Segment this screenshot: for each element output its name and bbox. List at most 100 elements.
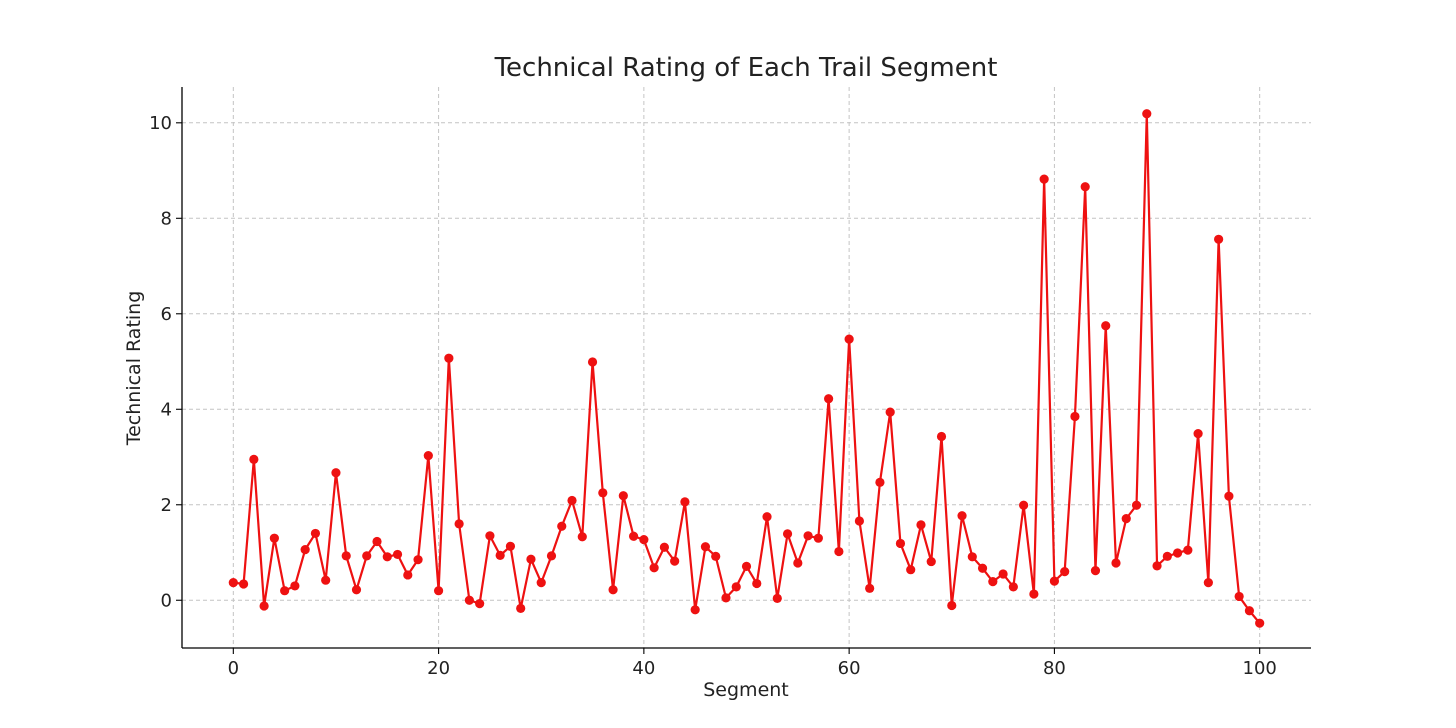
data-point xyxy=(1008,582,1018,592)
data-point xyxy=(977,563,988,573)
data-point xyxy=(536,577,546,588)
data-point xyxy=(423,450,433,461)
data-point xyxy=(1019,500,1029,510)
data-point xyxy=(454,519,464,529)
data-point xyxy=(844,334,854,344)
data-point xyxy=(824,394,834,404)
data-point xyxy=(865,583,875,593)
data-point xyxy=(772,593,782,603)
data-point xyxy=(269,533,279,543)
data-point xyxy=(936,431,947,442)
data-point xyxy=(546,551,557,561)
data-point xyxy=(1142,109,1152,119)
data-point xyxy=(1172,548,1183,558)
data-point xyxy=(649,563,659,573)
x-tick-label: 100 xyxy=(1243,658,1277,679)
data-point xyxy=(998,569,1008,579)
data-point xyxy=(926,556,936,567)
data-point xyxy=(1080,182,1090,192)
data-point xyxy=(1244,606,1255,616)
data-point xyxy=(464,595,474,605)
data-point xyxy=(310,528,321,539)
data-point xyxy=(803,531,813,541)
data-point xyxy=(762,512,772,522)
data-point xyxy=(321,575,331,585)
data-point xyxy=(403,570,413,580)
data-point xyxy=(618,491,628,501)
data-point xyxy=(1039,174,1049,184)
data-point xyxy=(639,535,649,545)
chart-title: Technical Rating of Each Trail Segment xyxy=(494,53,998,83)
data-point xyxy=(1090,566,1101,576)
data-point xyxy=(988,577,998,587)
data-point xyxy=(1183,545,1193,555)
data-point xyxy=(731,582,741,592)
data-point xyxy=(967,552,977,562)
data-point xyxy=(362,551,372,561)
data-point xyxy=(331,468,341,478)
data-point xyxy=(567,495,577,506)
data-point xyxy=(680,497,690,507)
data-point xyxy=(813,533,823,543)
data-point xyxy=(341,551,351,561)
data-point xyxy=(290,581,300,591)
data-point xyxy=(351,585,362,595)
axes xyxy=(181,87,1311,649)
x-tick-label: 40 xyxy=(632,658,655,679)
data-point xyxy=(782,529,793,539)
grid xyxy=(182,87,1311,648)
y-tick-label: 4 xyxy=(161,399,172,420)
y-axis-ticks: 0 2 4 6 8 10 xyxy=(149,113,182,611)
data-point xyxy=(1234,591,1244,602)
data-point xyxy=(1111,558,1121,568)
data-point xyxy=(1255,618,1265,628)
data-point xyxy=(957,511,967,521)
data-point xyxy=(741,561,752,571)
data-point xyxy=(238,579,249,589)
data-point xyxy=(259,601,269,611)
data-point xyxy=(372,536,382,547)
data-point xyxy=(1101,321,1111,331)
data-point xyxy=(1131,500,1142,510)
x-axis-label: Segment xyxy=(703,679,789,701)
data-point xyxy=(382,552,392,562)
data-point xyxy=(587,357,598,367)
data-point xyxy=(300,545,310,555)
data-point xyxy=(721,593,731,603)
data-point xyxy=(895,538,906,549)
data-point xyxy=(711,551,721,561)
data-point xyxy=(659,542,669,552)
data-point xyxy=(392,549,403,560)
data-point xyxy=(433,586,444,596)
data-point xyxy=(670,556,680,566)
data-point xyxy=(854,516,865,526)
data-point xyxy=(1152,561,1162,571)
y-tick-label: 10 xyxy=(149,113,172,134)
data-point xyxy=(629,531,639,541)
data-point xyxy=(1214,234,1224,244)
y-tick-label: 8 xyxy=(161,208,172,229)
data-point xyxy=(280,586,290,596)
data-series xyxy=(228,109,1265,628)
data-point xyxy=(1060,567,1070,577)
data-point xyxy=(505,541,516,551)
data-point xyxy=(1203,577,1213,588)
data-point xyxy=(906,565,916,575)
data-point xyxy=(485,531,495,541)
data-point xyxy=(557,521,567,531)
data-point xyxy=(598,488,608,498)
data-point xyxy=(475,598,485,609)
data-point xyxy=(916,520,926,530)
data-point xyxy=(1049,576,1060,586)
y-tick-label: 6 xyxy=(161,304,172,325)
data-point xyxy=(1029,589,1039,599)
data-point xyxy=(1121,514,1131,524)
x-tick-label: 0 xyxy=(228,658,239,679)
series-line xyxy=(233,112,1261,624)
y-tick-label: 0 xyxy=(161,590,172,611)
data-point xyxy=(526,554,536,564)
data-point xyxy=(516,603,526,613)
data-point xyxy=(690,605,700,615)
data-point xyxy=(1162,551,1172,561)
